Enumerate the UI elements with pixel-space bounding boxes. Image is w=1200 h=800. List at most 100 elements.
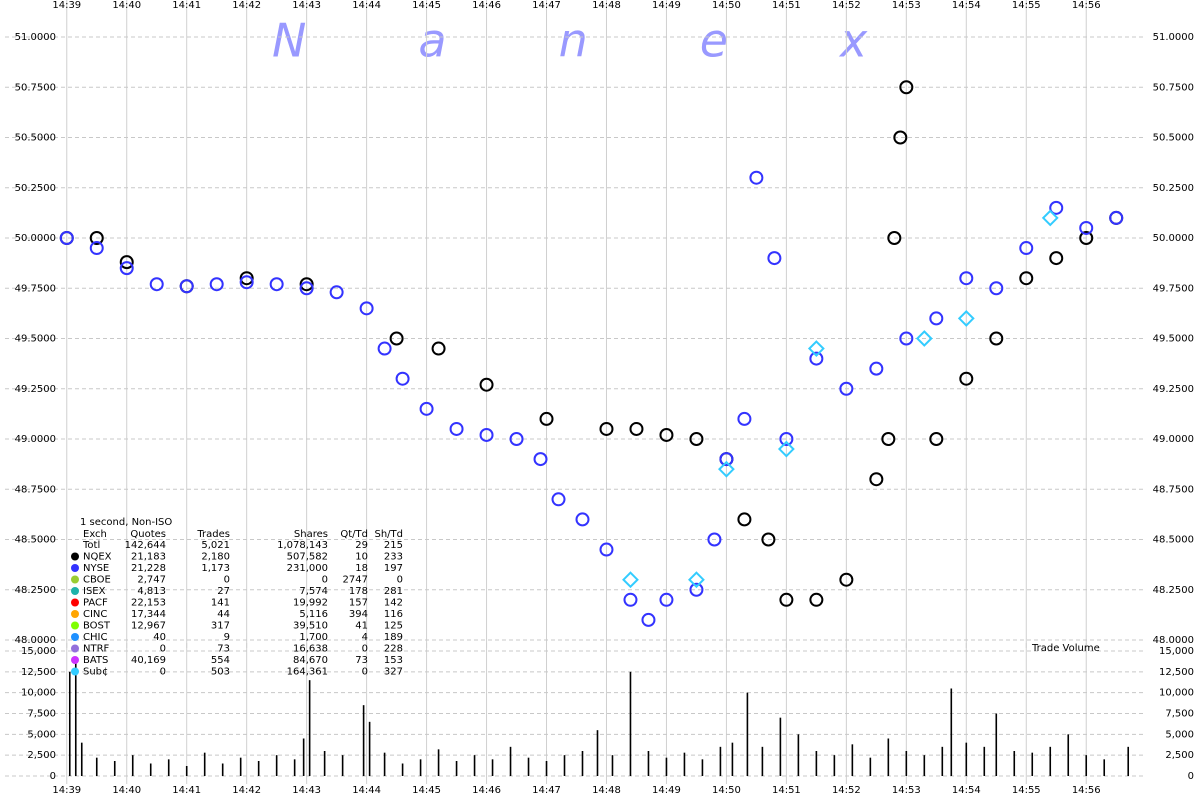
table-cell: 0	[160, 667, 166, 678]
table-cell: 40,169	[131, 655, 166, 666]
point	[389, 331, 404, 346]
volume-bar	[719, 746, 722, 776]
table-symbol	[71, 667, 79, 676]
x-tick-label: 14:47	[532, 785, 561, 796]
volume-bar	[701, 759, 704, 776]
y-tick-label-left: 5,000	[27, 729, 56, 740]
point	[59, 231, 74, 245]
table-cell: 231,000	[287, 563, 328, 574]
volume-bar	[869, 757, 872, 776]
point	[1109, 210, 1124, 225]
volume-bar	[293, 759, 296, 776]
point	[761, 532, 776, 547]
table-cell: 39,510	[293, 621, 328, 632]
table-symbol	[71, 621, 79, 630]
point	[959, 271, 974, 286]
table-symbol	[71, 633, 79, 641]
y-tick-label-right: 49.0000	[1153, 434, 1194, 445]
x-tick-label: 14:55	[1012, 785, 1041, 796]
x-tick-label: 14:44	[352, 0, 381, 11]
table-cell: 153	[384, 655, 403, 666]
volume-bar	[941, 746, 944, 776]
table-cell: 73	[217, 644, 230, 655]
table-cell: 9	[224, 632, 230, 643]
y-tick-label-right: 48.7500	[1153, 484, 1194, 495]
point	[575, 512, 590, 527]
point	[777, 440, 795, 458]
y-tick-label-left: 48.5000	[15, 535, 56, 546]
point	[119, 255, 134, 270]
table-cell: 10	[355, 552, 368, 563]
table-cell: PACF	[83, 598, 108, 609]
volume-bar	[149, 763, 152, 776]
table-header: Qt/Td	[340, 529, 368, 540]
point	[839, 381, 854, 396]
point	[881, 432, 896, 446]
point	[623, 592, 638, 607]
table-cell: 197	[384, 563, 403, 574]
table-cell: 27	[217, 586, 230, 597]
x-tick-label: 14:54	[952, 785, 981, 796]
table-cell: CHIC	[83, 632, 107, 643]
table-cell: 1,078,143	[277, 540, 328, 551]
volume-bar	[950, 688, 953, 776]
volume-bar	[905, 751, 908, 776]
y-tick-label-left: 50.2500	[15, 183, 56, 194]
point	[659, 592, 674, 607]
table-cell: 142	[384, 598, 403, 609]
y-tick-label-right: 2,500	[1165, 750, 1194, 761]
table-cell: 19,992	[293, 598, 328, 609]
table-title: 1 second, Non-ISO	[80, 517, 172, 528]
volume-bar	[995, 713, 998, 776]
point	[749, 170, 764, 185]
volume-bar	[68, 671, 71, 776]
point	[359, 301, 374, 316]
y-tick-label-right: 50.0000	[1153, 233, 1194, 244]
table-cell: 0	[322, 575, 328, 586]
x-tick-label: 14:49	[652, 0, 681, 11]
x-tick-label: 14:40	[112, 0, 141, 11]
volume-bar	[257, 761, 260, 776]
volume-bar	[1049, 746, 1052, 776]
x-tick-label: 14:50	[712, 785, 741, 796]
table-cell: 0	[160, 644, 166, 655]
table-cell: BATS	[83, 655, 108, 666]
point	[718, 460, 735, 478]
y-tick-label-left: 2,500	[27, 750, 56, 761]
volume-bar	[167, 759, 170, 776]
x-tick-label: 14:45	[412, 785, 441, 796]
y-tick-label-left: 48.0000	[15, 635, 56, 646]
volume-bar	[491, 759, 494, 776]
table-header: Quotes	[130, 529, 166, 540]
table-cell: CBOE	[83, 575, 111, 586]
table-cell: 40	[153, 632, 166, 643]
table-header: Trades	[196, 529, 230, 540]
y-tick-label-right: 50.5000	[1153, 133, 1194, 144]
volume-bar	[401, 763, 404, 776]
y-tick-label-left: 50.0000	[15, 233, 56, 244]
point	[479, 377, 494, 392]
volume-bar	[473, 755, 476, 776]
table-cell: 21,183	[131, 552, 166, 563]
point	[809, 351, 824, 366]
table-cell: NYSE	[83, 563, 109, 574]
volume-bar	[596, 730, 599, 776]
volume-bar	[851, 744, 854, 776]
table-cell: 0	[362, 667, 368, 678]
point	[779, 432, 794, 446]
volume-bar	[341, 755, 344, 776]
table-cell: 4,813	[137, 586, 166, 597]
volume-bar	[437, 749, 440, 776]
y-tick-label-right: 48.5000	[1153, 535, 1194, 546]
y-tick-label-right: 48.2500	[1153, 585, 1194, 596]
table-cell: 116	[384, 609, 403, 620]
point	[1079, 231, 1094, 245]
table-cell: 189	[384, 632, 403, 643]
table-cell: 317	[211, 621, 230, 632]
table-cell: 44	[217, 609, 230, 620]
table-symbol	[71, 552, 79, 561]
y-tick-label-left: 0	[50, 771, 56, 782]
point	[688, 571, 705, 589]
volume-bar	[779, 717, 782, 776]
